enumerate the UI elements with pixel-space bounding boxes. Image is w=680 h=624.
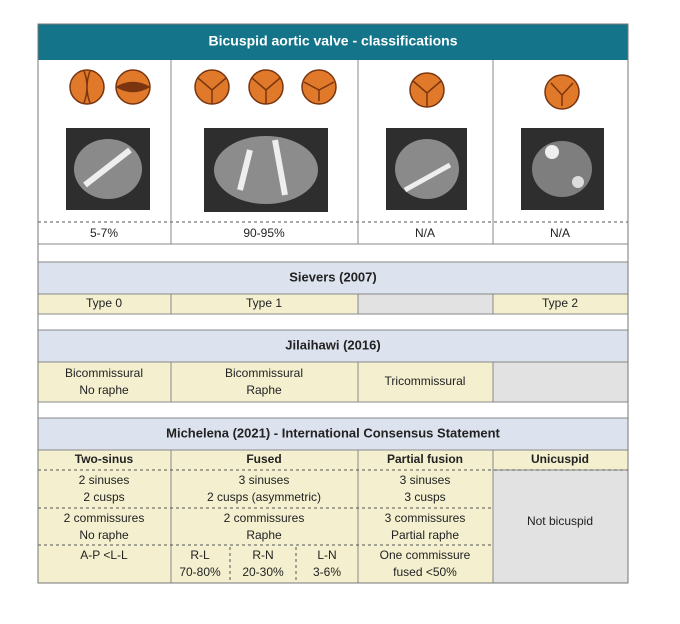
cell-text: No raphe [79, 528, 129, 542]
cell-text: A-P <L-L [80, 548, 128, 562]
cell-text: 2 commissures [224, 511, 305, 525]
cell-text: 2 sinuses [79, 473, 130, 487]
column-heading: Unicuspid [531, 452, 589, 466]
cell-text: No raphe [79, 383, 129, 397]
percentage: N/A [415, 226, 435, 240]
cell-text: L-N [317, 548, 336, 562]
column-borders [170, 60, 494, 244]
section-header [37, 261, 629, 295]
column-borders [38, 450, 628, 583]
column-heading: Fused [246, 452, 281, 466]
cell-text: 2 cusps [83, 490, 124, 504]
cell-text: One commissure [380, 548, 471, 562]
table-border [37, 23, 629, 584]
section-header [37, 329, 629, 363]
section-title: Sievers (2007) [289, 269, 376, 284]
grey-block [492, 449, 629, 584]
title-bar [38, 24, 628, 60]
cell-text: Type 1 [246, 296, 282, 310]
cell-text: 20-30% [242, 565, 284, 579]
cell-text: 70-80% [179, 565, 221, 579]
section-title: Jilaihawi (2016) [285, 337, 380, 352]
cell-text: Tricommissural [385, 374, 466, 388]
cell [357, 361, 494, 403]
cell-text: 3 sinuses [400, 473, 451, 487]
cell-text: R-N [252, 548, 273, 562]
empty-cell [357, 293, 494, 315]
cell-text: 3-6% [313, 565, 341, 579]
cell-text: fused <50% [393, 565, 457, 579]
cell-text: 3 sinuses [239, 473, 290, 487]
cell-text: Partial raphe [391, 528, 459, 542]
empty-cell [492, 361, 629, 403]
cell-text: 2 commissures [64, 511, 145, 525]
section-header [37, 417, 629, 451]
percentage: 90-95% [243, 226, 285, 240]
title: Bicuspid aortic valve - classifications [209, 33, 458, 49]
percentage: 5-7% [90, 226, 118, 240]
cell-text: Raphe [246, 528, 282, 542]
cell-text: 2 cusps (asymmetric) [207, 490, 321, 504]
valve-icons [69, 69, 580, 110]
cell-text: R-L [190, 548, 210, 562]
ct-images [66, 128, 604, 212]
cell-text: Type 0 [86, 296, 122, 310]
cell-block [37, 449, 494, 584]
cell-text: Type 2 [542, 296, 578, 310]
percentage: N/A [550, 226, 570, 240]
cell-text: Bicommissural [225, 366, 303, 380]
cell-text: Not bicuspid [527, 514, 593, 528]
cell-text: Bicommissural [65, 366, 143, 380]
cell-text: Raphe [246, 383, 282, 397]
cell-text: 3 commissures [385, 511, 466, 525]
section-title: Michelena (2021) - International Consens… [166, 425, 500, 440]
column-heading: Two-sinus [75, 452, 134, 466]
cell [170, 361, 359, 403]
cell-text: 3 cusps [404, 490, 445, 504]
column-heading: Partial fusion [387, 452, 463, 466]
